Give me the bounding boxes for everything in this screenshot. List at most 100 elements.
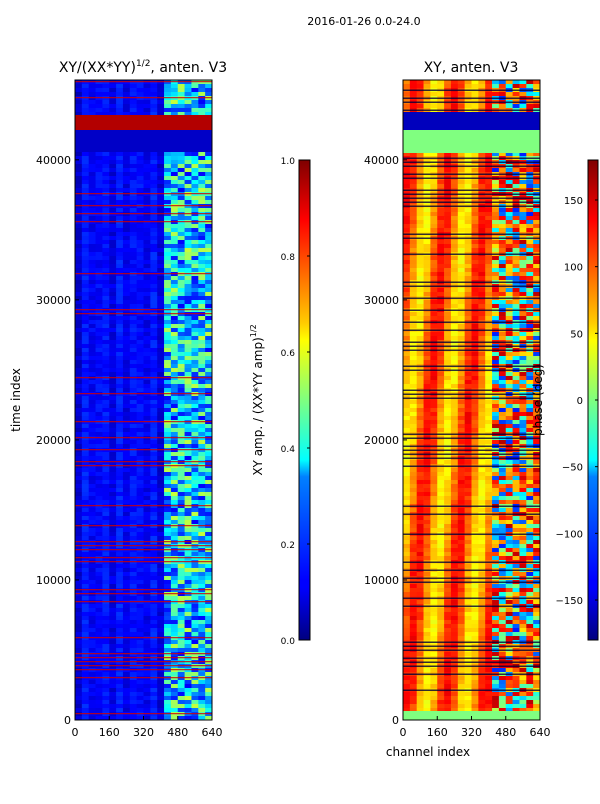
left-heatmap-cell <box>102 296 109 300</box>
left-heatmap-cell <box>164 324 171 328</box>
left-heatmap-cell <box>130 520 137 524</box>
left-heatmap-cell <box>123 336 130 340</box>
right-heatmap-cell <box>465 264 472 268</box>
right-heatmap-cell <box>437 272 444 276</box>
left-heatmap-cell <box>82 644 89 648</box>
left-heatmap-cell <box>205 612 212 616</box>
left-heatmap-cell <box>178 104 185 108</box>
left-heatmap-cell <box>116 280 123 284</box>
left-heatmap-cell <box>164 172 171 176</box>
right-heatmap-cell <box>513 208 520 212</box>
left-heatmap-cell <box>144 552 151 556</box>
right-heatmap-cell <box>485 324 492 328</box>
left-heatmap-cell <box>178 480 185 484</box>
right-heatmap-cell <box>485 356 492 360</box>
left-heatmap-cell <box>205 276 212 280</box>
left-heatmap-cell <box>157 244 164 248</box>
left-heatmap-cell <box>198 228 205 232</box>
left-heatmap-cell <box>89 432 96 436</box>
left-heatmap-cell <box>178 576 185 580</box>
left-heatmap-cell <box>157 288 164 292</box>
left-heatmap-cell <box>89 444 96 448</box>
left-heatmap-cell <box>164 608 171 612</box>
left-heatmap-cell <box>171 472 178 476</box>
left-heatmap-cell <box>116 452 123 456</box>
left-heatmap-cell <box>82 404 89 408</box>
right-heatmap-cell <box>410 360 417 364</box>
left-heatmap-cell <box>157 444 164 448</box>
left-heatmap-cell <box>109 672 116 676</box>
left-heatmap-cell <box>102 584 109 588</box>
right-heatmap-cell <box>472 228 479 232</box>
left-heatmap-cell <box>96 520 103 524</box>
right-heatmap-cell <box>424 288 431 292</box>
left-heatmap-cell <box>185 500 192 504</box>
right-heatmap-cell <box>410 332 417 336</box>
left-heatmap-cell <box>185 564 192 568</box>
left-heatmap-cell <box>185 532 192 536</box>
right-heatmap-cell <box>526 312 533 316</box>
right-heatmap-cell <box>437 228 444 232</box>
left-heatmap-cell <box>157 216 164 220</box>
left-heatmap-cell <box>109 648 116 652</box>
right-heatmap-cell <box>519 224 526 228</box>
left-heatmap-cell <box>82 492 89 496</box>
left-heatmap-cell <box>157 296 164 300</box>
left-heatmap-cell <box>82 552 89 556</box>
right-heatmap-cell <box>424 208 431 212</box>
left-heatmap-cell <box>130 480 137 484</box>
left-heatmap-cell <box>185 708 192 712</box>
left-heatmap-cell <box>157 284 164 288</box>
left-heatmap-cell <box>157 404 164 408</box>
right-heatmap-cell <box>506 304 513 308</box>
left-heatmap-cell <box>137 584 144 588</box>
left-heatmap-cell <box>178 168 185 172</box>
left-heatmap-cell <box>109 692 116 696</box>
left-heatmap-cell <box>116 208 123 212</box>
right-heatmap-cell <box>417 372 424 376</box>
right-heatmap-cell <box>499 292 506 296</box>
left-heatmap-cell <box>75 368 82 372</box>
right-heatmap-cell <box>506 316 513 320</box>
left-heatmap-cell <box>171 620 178 624</box>
right-heatmap-cell <box>465 408 472 412</box>
left-heatmap-cell <box>96 424 103 428</box>
right-heatmap-cell <box>533 184 540 188</box>
left-heatmap-cell <box>130 280 137 284</box>
left-heatmap-cell <box>116 688 123 692</box>
right-heatmap-cell <box>403 400 410 404</box>
right-heatmap-cell <box>478 84 485 88</box>
left-heatmap-cell <box>178 368 185 372</box>
left-heatmap-cell <box>150 684 157 688</box>
left-heatmap-cell <box>198 104 205 108</box>
right-heatmap-cell <box>424 80 431 84</box>
right-heatmap-cell <box>410 312 417 316</box>
left-heatmap-cell <box>82 156 89 160</box>
left-heatmap-cell <box>185 704 192 708</box>
left-heatmap-cell <box>150 292 157 296</box>
left-heatmap-cell <box>171 196 178 200</box>
left-heatmap-cell <box>178 476 185 480</box>
left-heatmap-cell <box>116 352 123 356</box>
left-heatmap-cell <box>102 208 109 212</box>
left-heatmap-cell <box>157 452 164 456</box>
right-heatmap-cell <box>437 80 444 84</box>
right-heatmap-cell <box>410 84 417 88</box>
left-heatmap-cell <box>191 620 198 624</box>
left-heatmap-cell <box>198 388 205 392</box>
left-heatmap-cell <box>150 408 157 412</box>
right-heatmap-cell <box>424 360 431 364</box>
left-heatmap-cell <box>157 568 164 572</box>
right-heatmap-cell <box>417 292 424 296</box>
left-heatmap-cell <box>137 404 144 408</box>
right-heatmap-cell <box>430 104 437 108</box>
left-heatmap-cell <box>150 480 157 484</box>
right-heatmap-cell <box>458 248 465 252</box>
left-heatmap-cell <box>109 300 116 304</box>
right-heatmap-cell <box>472 372 479 376</box>
left-heatmap-cell <box>123 108 130 112</box>
right-heatmap-cell <box>437 312 444 316</box>
right-heatmap-cell <box>458 256 465 260</box>
right-heatmap-cell <box>410 256 417 260</box>
left-heatmap-cell <box>171 608 178 612</box>
